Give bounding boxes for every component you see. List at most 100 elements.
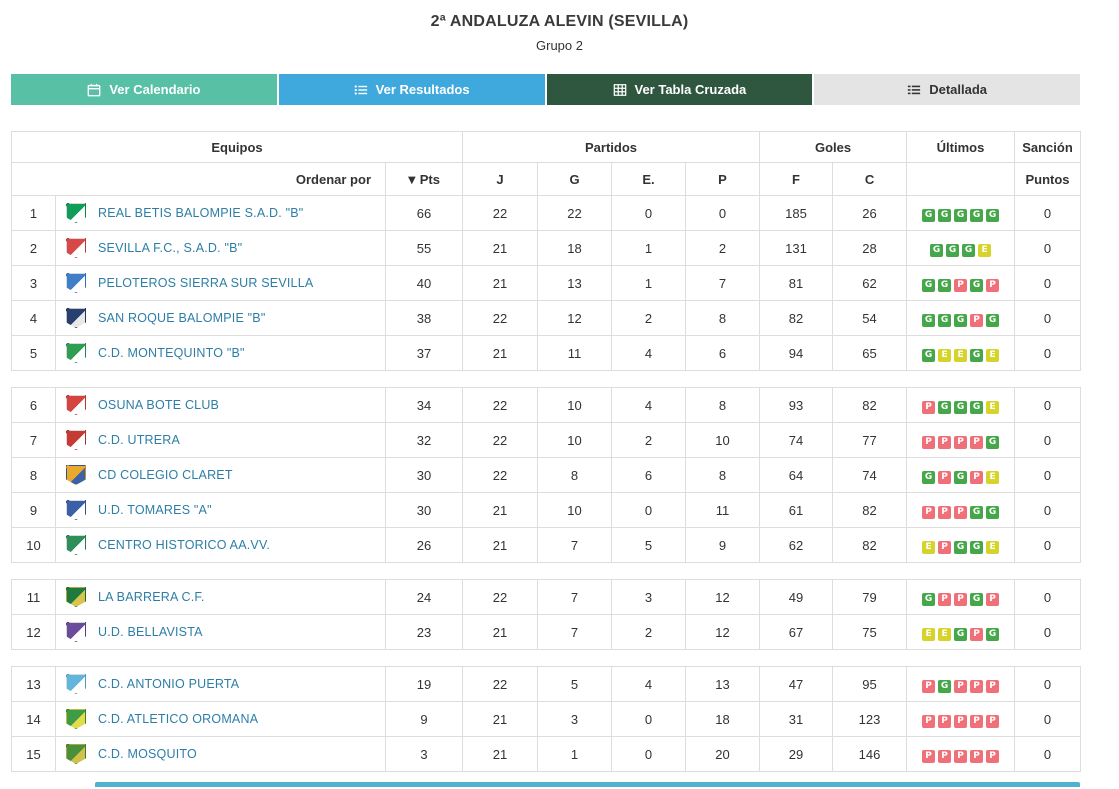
sancion-cell: 0 <box>1014 230 1082 266</box>
tab-ver-calendario[interactable]: Ver Calendario <box>11 74 277 105</box>
f-cell: 185 <box>759 195 834 231</box>
result-badge: G <box>930 243 944 257</box>
team-link[interactable]: C.D. MOSQUITO <box>98 747 197 761</box>
e-cell: 6 <box>611 457 686 493</box>
tab-label: Detallada <box>929 82 988 97</box>
j-cell: 22 <box>462 195 538 231</box>
team-link[interactable]: SAN ROQUE BALOMPIE "B" <box>98 311 266 325</box>
position-cell: 7 <box>11 422 56 458</box>
position-cell: 10 <box>11 527 56 563</box>
table-row: 8 CD COLEGIO CLARET 30 22 8 6 8 64 74 G P G P E 0 <box>11 457 1082 493</box>
standings-table: Equipos Partidos Goles Últimos Sanción O… <box>11 131 1082 772</box>
sancion-cell: 0 <box>1014 736 1082 772</box>
col-header-g: G <box>537 162 612 196</box>
tab-ver-resultados[interactable]: Ver Resultados <box>278 74 545 105</box>
e-cell: 0 <box>611 195 686 231</box>
result-badge: P <box>954 714 968 728</box>
position-cell: 11 <box>11 579 56 615</box>
team-link[interactable]: U.D. BELLAVISTA <box>98 625 203 639</box>
list-icon <box>354 83 368 97</box>
result-badge: P <box>986 749 1000 763</box>
team-cell: CD COLEGIO CLARET <box>55 457 386 493</box>
col-header-f: F <box>759 162 834 196</box>
c-cell: 65 <box>832 335 908 371</box>
team-link[interactable]: C.D. ANTONIO PUERTA <box>98 677 240 691</box>
team-link[interactable]: CENTRO HISTORICO AA.VV. <box>98 538 271 552</box>
team-link[interactable]: CD COLEGIO CLARET <box>98 468 233 482</box>
e-cell: 4 <box>611 335 686 371</box>
team-link[interactable]: C.D. UTRERA <box>98 433 181 447</box>
p-cell: 13 <box>684 666 761 702</box>
team-cell: CENTRO HISTORICO AA.VV. <box>55 527 386 563</box>
p-cell: 7 <box>684 265 761 301</box>
e-cell: 1 <box>611 230 686 266</box>
team-link[interactable]: OSUNA BOTE CLUB <box>98 398 220 412</box>
result-badge: G <box>954 540 968 554</box>
g-cell: 7 <box>537 527 612 563</box>
position-cell: 15 <box>11 736 56 772</box>
result-badge: G <box>970 540 984 554</box>
tab-ver-tabla-cruzada[interactable]: Ver Tabla Cruzada <box>546 74 813 105</box>
j-cell: 22 <box>462 300 538 336</box>
table-row: 15 C.D. MOSQUITO 3 21 1 0 20 29 146 P P P P P 0 <box>11 736 1082 772</box>
j-cell: 21 <box>462 527 538 563</box>
j-cell: 21 <box>462 335 538 371</box>
result-badge: P <box>970 679 984 693</box>
result-badge: G <box>954 470 968 484</box>
sancion-cell: 0 <box>1014 195 1082 231</box>
position-cell: 12 <box>11 614 56 650</box>
result-badge: G <box>938 208 952 222</box>
c-cell: 146 <box>832 736 908 772</box>
col-group-ultimos: Últimos <box>906 131 1016 163</box>
team-crest <box>66 622 86 642</box>
team-link[interactable]: C.D. MONTEQUINTO "B" <box>98 346 245 360</box>
j-cell: 22 <box>462 579 538 615</box>
team-cell: SEVILLA F.C., S.A.D. "B" <box>55 230 386 266</box>
result-badge: E <box>922 540 936 554</box>
c-cell: 82 <box>832 492 908 528</box>
pts-cell: 26 <box>385 527 463 563</box>
team-link[interactable]: C.D. ATLETICO OROMANA <box>98 712 259 726</box>
pts-cell: 30 <box>385 492 463 528</box>
team-link[interactable]: LA BARRERA C.F. <box>98 590 205 604</box>
result-badge: P <box>938 435 952 449</box>
result-badge: P <box>970 435 984 449</box>
team-cell: U.D. BELLAVISTA <box>55 614 386 650</box>
pts-cell: 66 <box>385 195 463 231</box>
tab-detallada[interactable]: Detallada <box>814 74 1080 105</box>
e-cell: 5 <box>611 527 686 563</box>
table-row: 12 U.D. BELLAVISTA 23 21 7 2 12 67 75 E E G P G 0 <box>11 614 1082 650</box>
f-cell: 47 <box>759 666 834 702</box>
sancion-cell: 0 <box>1014 492 1082 528</box>
j-cell: 21 <box>462 230 538 266</box>
p-cell: 20 <box>684 736 761 772</box>
table-row: 10 CENTRO HISTORICO AA.VV. 26 21 7 5 9 62 82 E P G G… <box>11 527 1082 563</box>
team-link[interactable]: SEVILLA F.C., S.A.D. "B" <box>98 241 243 255</box>
f-cell: 49 <box>759 579 834 615</box>
team-cell: C.D. MONTEQUINTO "B" <box>55 335 386 371</box>
c-cell: 123 <box>832 701 908 737</box>
page-subtitle: Grupo 2 <box>536 38 583 53</box>
team-link[interactable]: REAL BETIS BALOMPIE S.A.D. "B" <box>98 206 304 220</box>
team-crest <box>66 238 86 258</box>
col-header-j: J <box>462 162 538 196</box>
team-link[interactable]: PELOTEROS SIERRA SUR SEVILLA <box>98 276 314 290</box>
team-crest <box>66 203 86 223</box>
sub-header-row: Ordenar por ▼ Pts J G E. P F C Puntos <box>11 162 1082 196</box>
result-badge: P <box>954 505 968 519</box>
g-cell: 10 <box>537 422 612 458</box>
col-group-goles: Goles <box>759 131 908 163</box>
result-badge: G <box>922 278 936 292</box>
sancion-cell: 0 <box>1014 527 1082 563</box>
team-link[interactable]: U.D. TOMARES "A" <box>98 503 212 517</box>
p-cell: 8 <box>684 300 761 336</box>
sancion-cell: 0 <box>1014 387 1082 423</box>
result-badge: G <box>954 313 968 327</box>
sort-pts-header[interactable]: ▼ Pts <box>385 162 463 196</box>
tab-bar: Ver Calendario Ver Resultados Ver Tabla … <box>11 74 1080 105</box>
result-badge: P <box>922 714 936 728</box>
team-crest <box>66 674 86 694</box>
f-cell: 93 <box>759 387 834 423</box>
c-cell: 54 <box>832 300 908 336</box>
